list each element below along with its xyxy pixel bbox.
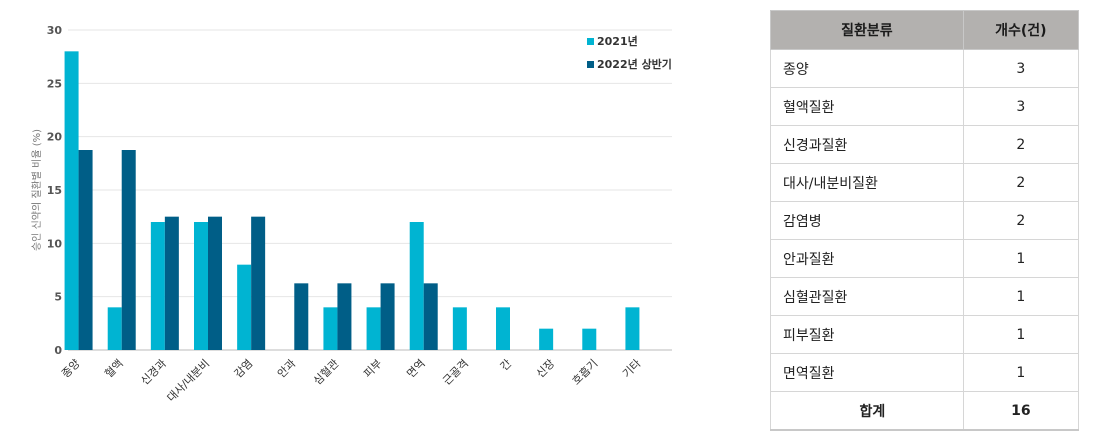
x-tick-label: 감염 [232, 357, 256, 381]
row-name: 대사/내분비질환 [770, 163, 964, 202]
row-count: 2 [963, 201, 1080, 240]
y-tick-label: 5 [54, 291, 62, 304]
bar-series2 [251, 216, 266, 350]
table-row: 안과질환 1 [770, 239, 1080, 278]
row-count: 1 [963, 315, 1080, 354]
row-name: 감염병 [770, 201, 964, 240]
total-label: 합계 [770, 391, 964, 431]
row-count: 2 [963, 125, 1080, 164]
legend-swatch [587, 38, 594, 45]
bar-series2 [423, 283, 438, 350]
bar-series1 [452, 307, 467, 350]
row-count: 1 [963, 353, 1080, 392]
y-tick-label: 25 [47, 77, 62, 90]
row-name: 심혈관질환 [770, 277, 964, 316]
bar-series1 [194, 222, 208, 350]
table-row: 혈액질환 3 [770, 87, 1080, 126]
x-tick-label: 호흡기 [569, 356, 600, 387]
bar-series1 [366, 307, 381, 350]
bar-series1 [323, 307, 338, 350]
bar-series2 [208, 216, 222, 350]
table-total-row: 합계 16 [770, 391, 1080, 431]
table-row: 대사/내분비질환 2 [770, 163, 1080, 202]
y-axis-title: 승인 신약의 질환별 비율 (%) [31, 129, 43, 251]
bar-series1 [496, 307, 510, 350]
bar-series2 [78, 150, 93, 350]
y-tick-label: 0 [54, 344, 62, 357]
bar-series2 [121, 150, 136, 350]
x-tick-label: 안과 [275, 357, 299, 381]
table-row: 신경과질환 2 [770, 125, 1080, 164]
bar-series1 [150, 222, 165, 350]
bar-series1 [539, 328, 554, 350]
table-header-row: 질환분류 개수(건) [770, 10, 1080, 50]
row-name: 면역질환 [770, 353, 964, 392]
x-tick-label: 신경과 [138, 357, 169, 388]
legend-label: 2022년 상반기 [597, 57, 672, 71]
bar-series1 [625, 307, 640, 350]
y-tick-label: 30 [47, 24, 63, 37]
chart-canvas: 0 5 10 15 20 25 30 승인 신약의 질환별 비율 (%) 종양 혈액 신경과대사/내… [31, 24, 672, 405]
x-tick-label: 간 [498, 357, 514, 373]
header-count: 개수(건) [962, 10, 1080, 50]
header-disease-category: 질환분류 [770, 10, 964, 50]
row-count: 1 [963, 277, 1080, 316]
row-name: 신경과질환 [770, 125, 964, 164]
row-name: 혈액질환 [770, 87, 964, 126]
row-count: 1 [963, 239, 1080, 278]
total-count: 16 [963, 391, 1080, 431]
x-tick-label: 근골격 [440, 357, 471, 388]
row-count: 3 [963, 87, 1080, 126]
y-tick-label: 10 [47, 237, 63, 250]
bar-series1 [64, 51, 79, 350]
bar-series2 [380, 283, 395, 350]
x-tick-label: 심혈관 [310, 356, 341, 387]
bar-series1 [409, 222, 424, 350]
x-tick-label: 면역 [404, 357, 428, 381]
bar-series1 [107, 307, 122, 350]
table-row: 면역질환 1 [770, 353, 1080, 392]
table-row: 감염병 2 [770, 201, 1080, 240]
disease-count-table-container: 질환분류 개수(건) 종양 3 혈액질환 3 신경과질환 2 대사/내분비질환 … [770, 10, 1080, 431]
y-tick-label: 20 [47, 131, 63, 144]
table-row: 심혈관질환 1 [770, 277, 1080, 316]
x-tick-label: 신장 [534, 357, 558, 381]
row-name: 피부질환 [770, 315, 964, 354]
x-tick-label: 피부 [361, 357, 385, 381]
bar-series1 [237, 264, 252, 350]
x-tick-label: 혈액 [102, 356, 126, 380]
bar-series2 [164, 216, 179, 350]
row-count: 2 [963, 163, 1080, 202]
disease-count-table: 질환분류 개수(건) 종양 3 혈액질환 3 신경과질환 2 대사/내분비질환 … [770, 10, 1080, 431]
bar-series2 [337, 283, 352, 350]
bar-chart: 0 5 10 15 20 25 30 승인 신약의 질환별 비율 (%) 종양 혈액 신경과 대사/내… [31, 24, 672, 405]
row-name: 안과질환 [770, 239, 964, 278]
legend-swatch [587, 61, 594, 68]
x-tick-label: 종양 [59, 357, 83, 381]
table-row: 피부질환 1 [770, 315, 1080, 354]
row-count: 3 [963, 49, 1080, 88]
legend-label: 2021년 [597, 34, 638, 48]
bar-series2 [294, 283, 309, 350]
row-name: 종양 [770, 49, 964, 88]
y-tick-label: 15 [47, 184, 62, 197]
x-tick-label: 대사/내분비 [165, 357, 213, 405]
x-tick-label: 기타 [620, 357, 644, 381]
table-row: 종양 3 [770, 49, 1080, 88]
bar-series1 [582, 328, 597, 350]
